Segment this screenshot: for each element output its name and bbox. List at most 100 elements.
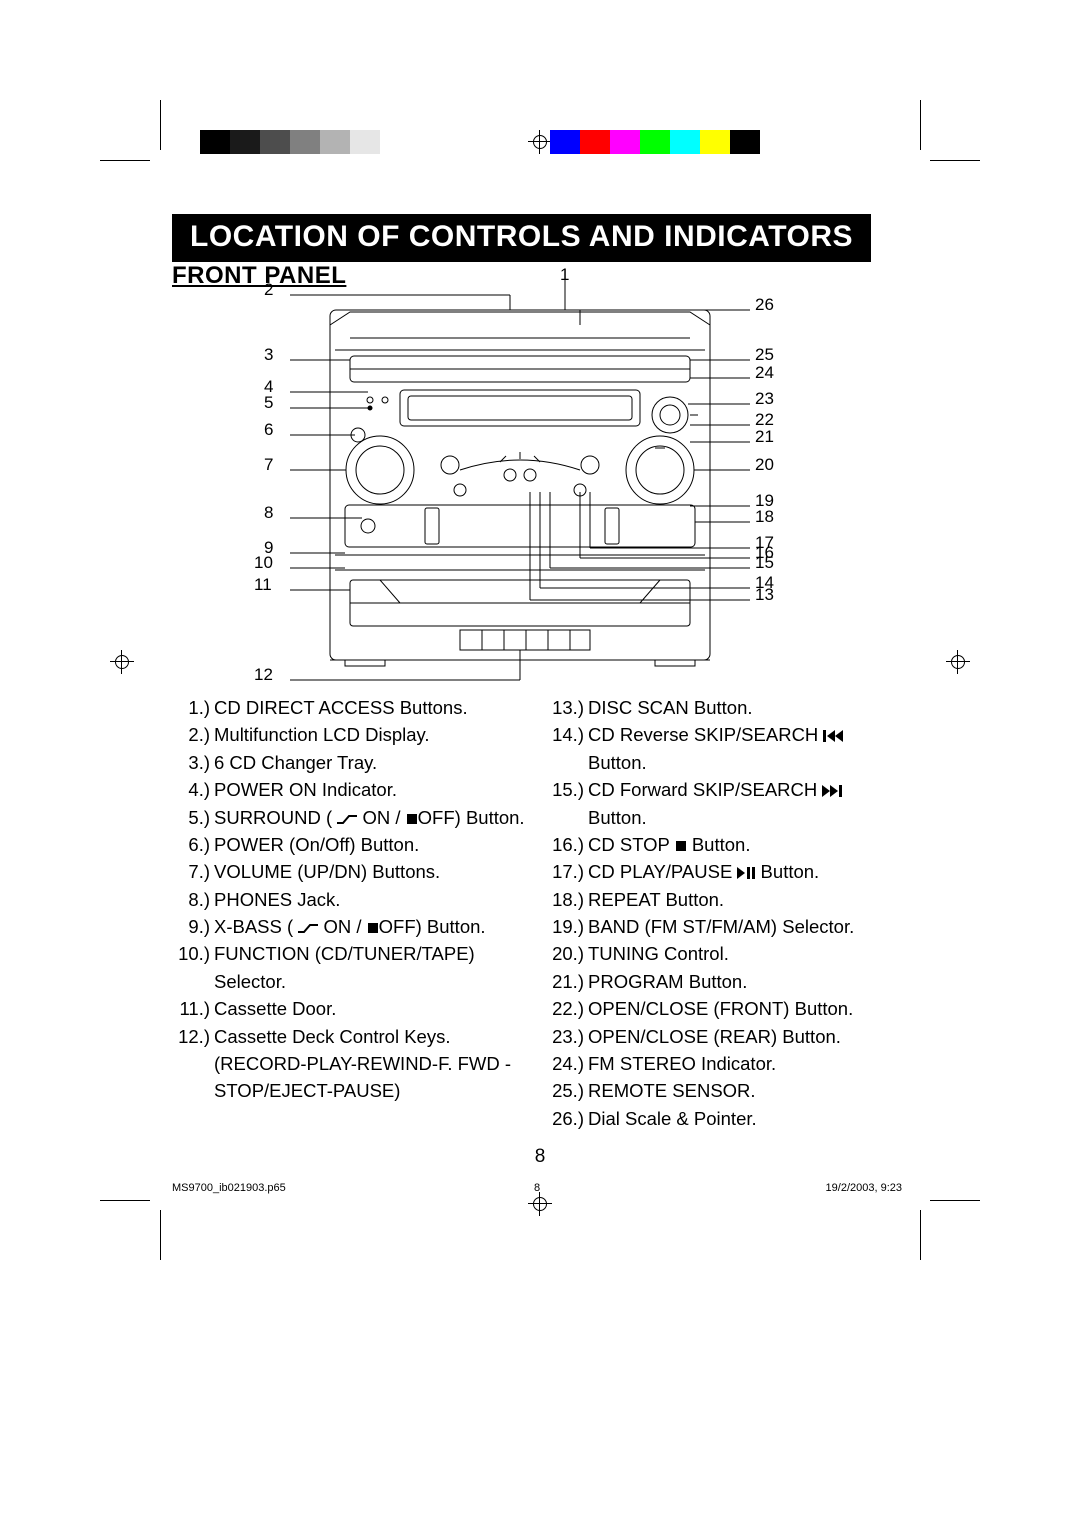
callout-number: 1 xyxy=(560,265,569,285)
page-number: 8 xyxy=(0,1146,1080,1168)
footer-page: 8 xyxy=(534,1182,540,1194)
list-item: 20.)TUNING Control. xyxy=(546,940,902,967)
list-item-text: DISC SCAN Button. xyxy=(588,694,902,721)
list-item-text: REPEAT Button. xyxy=(588,886,902,913)
manual-page: LOCATION OF CONTROLS AND INDICATORS FRON… xyxy=(0,0,1080,1528)
list-item-number: 22.) xyxy=(546,995,588,1022)
color-swatch xyxy=(380,130,410,154)
list-item: 4.)POWER ON Indicator. xyxy=(172,776,528,803)
list-item-number: 16.) xyxy=(546,831,588,858)
list-item: 2.)Multifunction LCD Display. xyxy=(172,721,528,748)
list-item-number: 24.) xyxy=(546,1050,588,1077)
front-panel-diagram: 1 23456789101112 26252423222120191817161… xyxy=(250,270,830,690)
list-item-number: 21.) xyxy=(546,968,588,995)
callout-number: 18 xyxy=(755,507,774,527)
registration-mark-icon xyxy=(946,650,970,674)
callout-number: 2 xyxy=(264,280,273,300)
color-swatch xyxy=(350,130,380,154)
list-item-text: Cassette Deck Control Keys. (RECORD-PLAY… xyxy=(214,1023,528,1105)
list-item: 17.)CD PLAY/PAUSE Button. xyxy=(546,858,902,885)
controls-list: 1.)CD DIRECT ACCESS Buttons.2.)Multifunc… xyxy=(172,694,902,1132)
list-item-number: 8.) xyxy=(172,886,214,913)
footer-file: MS9700_ib021903.p65 xyxy=(172,1182,286,1194)
list-item: 8.)PHONES Jack. xyxy=(172,886,528,913)
list-item: 13.)DISC SCAN Button. xyxy=(546,694,902,721)
color-swatch xyxy=(260,130,290,154)
list-item: 9.)X-BASS ( ON / OFF) Button. xyxy=(172,913,528,940)
callout-number: 10 xyxy=(254,553,273,573)
list-item-text: Dial Scale & Pointer. xyxy=(588,1105,902,1132)
list-item-text: POWER (On/Off) Button. xyxy=(214,831,528,858)
color-swatch xyxy=(730,130,760,154)
list-item: 7.)VOLUME (UP/DN) Buttons. xyxy=(172,858,528,885)
color-swatch xyxy=(610,130,640,154)
callout-number: 20 xyxy=(755,455,774,475)
list-item: 16.)CD STOP Button. xyxy=(546,831,902,858)
list-item-text: CD DIRECT ACCESS Buttons. xyxy=(214,694,528,721)
stereo-diagram-svg xyxy=(250,270,830,690)
list-item-text: OPEN/CLOSE (FRONT) Button. xyxy=(588,995,902,1022)
list-item: 6.)POWER (On/Off) Button. xyxy=(172,831,528,858)
callout-number: 23 xyxy=(755,389,774,409)
list-item-number: 14.) xyxy=(546,721,588,776)
list-item: 5.)SURROUND ( ON / OFF) Button. xyxy=(172,804,528,831)
color-swatch xyxy=(700,130,730,154)
list-item-number: 13.) xyxy=(546,694,588,721)
list-item-text: TUNING Control. xyxy=(588,940,902,967)
callout-number: 21 xyxy=(755,427,774,447)
color-swatch xyxy=(200,130,230,154)
footer-date: 19/2/2003, 9:23 xyxy=(826,1182,902,1194)
list-item-text: FUNCTION (CD/TUNER/TAPE) Selector. xyxy=(214,940,528,995)
list-item-number: 3.) xyxy=(172,749,214,776)
list-item-text: PROGRAM Button. xyxy=(588,968,902,995)
callout-number: 13 xyxy=(755,585,774,605)
list-item-number: 26.) xyxy=(546,1105,588,1132)
list-item-text: REMOTE SENSOR. xyxy=(588,1077,902,1104)
registration-mark-icon xyxy=(528,1192,552,1216)
callout-number: 11 xyxy=(254,575,272,595)
list-item: 24.)FM STEREO Indicator. xyxy=(546,1050,902,1077)
list-item-number: 6.) xyxy=(172,831,214,858)
registration-mark-icon xyxy=(110,650,134,674)
list-item-text: CD Forward SKIP/SEARCH Button. xyxy=(588,776,902,831)
color-swatch xyxy=(640,130,670,154)
callout-number: 25 xyxy=(755,345,774,365)
list-item-number: 7.) xyxy=(172,858,214,885)
crop-mark xyxy=(160,1210,161,1260)
list-item: 10.)FUNCTION (CD/TUNER/TAPE) Selector. xyxy=(172,940,528,995)
print-footer: MS9700_ib021903.p65 8 19/2/2003, 9:23 xyxy=(172,1182,902,1194)
list-item-number: 15.) xyxy=(546,776,588,831)
print-color-bar xyxy=(0,130,1080,182)
controls-list-left: 1.)CD DIRECT ACCESS Buttons.2.)Multifunc… xyxy=(172,694,528,1132)
list-item: 3.)6 CD Changer Tray. xyxy=(172,749,528,776)
list-item-number: 4.) xyxy=(172,776,214,803)
list-item: 21.)PROGRAM Button. xyxy=(546,968,902,995)
list-item-number: 10.) xyxy=(172,940,214,995)
callout-number: 5 xyxy=(264,393,273,413)
callout-number: 26 xyxy=(755,295,774,315)
list-item-text: POWER ON Indicator. xyxy=(214,776,528,803)
color-swatch xyxy=(230,130,260,154)
color-swatch xyxy=(580,130,610,154)
list-item-number: 23.) xyxy=(546,1023,588,1050)
list-item-text: SURROUND ( ON / OFF) Button. xyxy=(214,804,528,831)
list-item: 11.)Cassette Door. xyxy=(172,995,528,1022)
list-item: 12.)Cassette Deck Control Keys. (RECORD-… xyxy=(172,1023,528,1105)
list-item: 18.)REPEAT Button. xyxy=(546,886,902,913)
list-item-text: CD PLAY/PAUSE Button. xyxy=(588,858,902,885)
color-swatch xyxy=(290,130,320,154)
list-item: 14.)CD Reverse SKIP/SEARCH Button. xyxy=(546,721,902,776)
list-item-number: 20.) xyxy=(546,940,588,967)
list-item: 25.)REMOTE SENSOR. xyxy=(546,1077,902,1104)
list-item-text: PHONES Jack. xyxy=(214,886,528,913)
crop-mark xyxy=(920,1210,921,1260)
list-item-number: 17.) xyxy=(546,858,588,885)
list-item-number: 9.) xyxy=(172,913,214,940)
list-item-text: CD STOP Button. xyxy=(588,831,902,858)
list-item: 15.)CD Forward SKIP/SEARCH Button. xyxy=(546,776,902,831)
list-item-text: Cassette Door. xyxy=(214,995,528,1022)
list-item-number: 12.) xyxy=(172,1023,214,1105)
list-item-number: 1.) xyxy=(172,694,214,721)
list-item-text: 6 CD Changer Tray. xyxy=(214,749,528,776)
list-item-text: X-BASS ( ON / OFF) Button. xyxy=(214,913,528,940)
